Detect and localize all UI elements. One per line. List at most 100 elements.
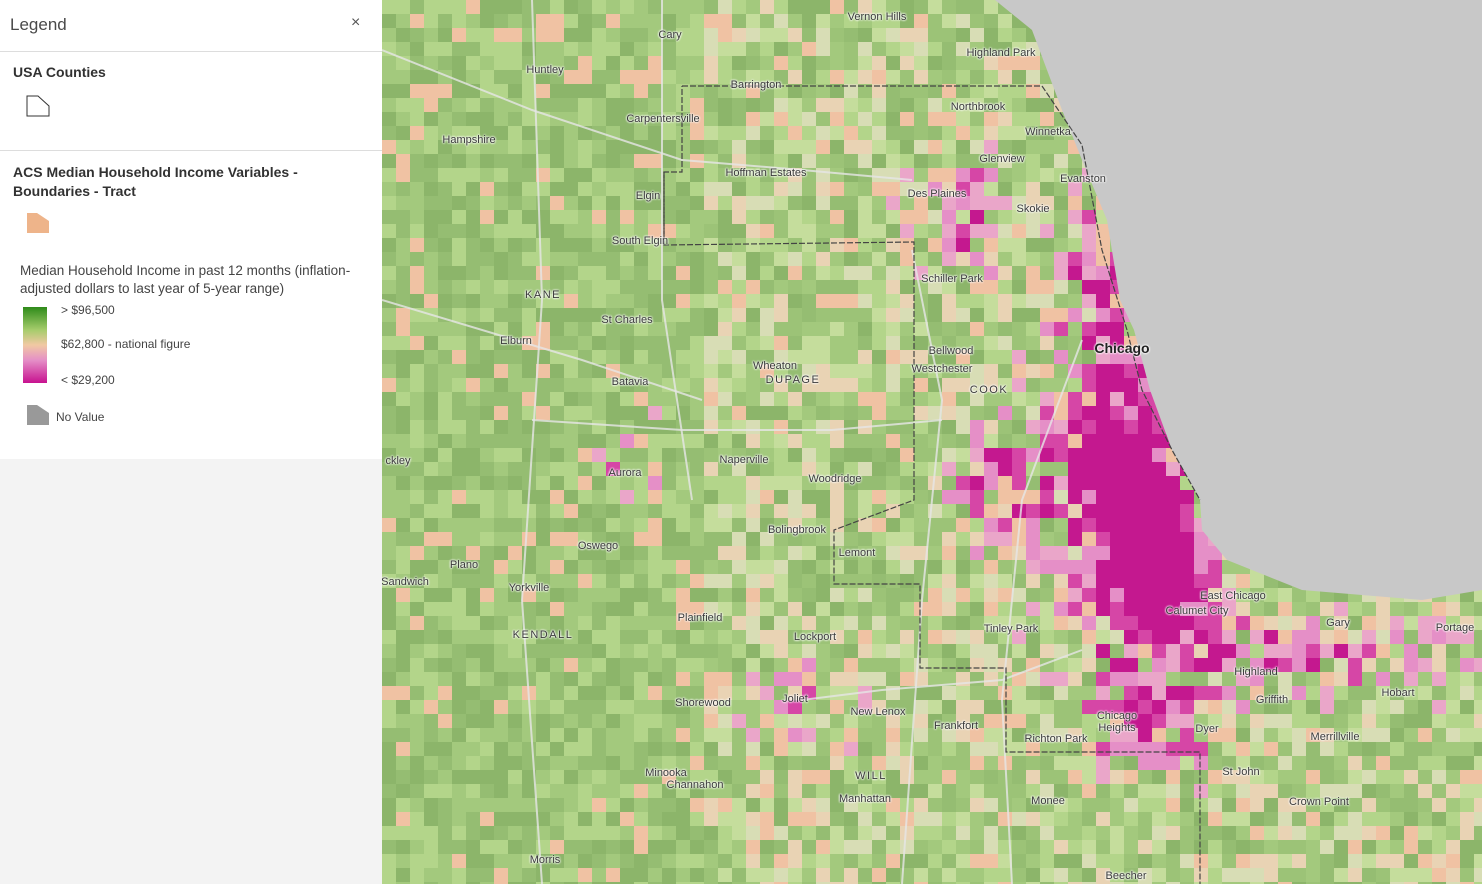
tract [396,252,410,266]
tract [872,574,886,588]
tract [858,462,872,476]
tract [746,616,760,630]
tract [1012,882,1026,884]
tract [1026,588,1040,602]
tract [494,658,508,672]
tract [452,266,466,280]
tract [1040,854,1054,868]
tract [480,378,494,392]
tract [564,840,578,854]
tract [844,714,858,728]
tract [942,574,956,588]
tract [886,56,900,70]
tract [1320,840,1334,854]
tract [1446,644,1460,658]
tract [1040,490,1054,504]
tract [410,476,424,490]
tract [774,826,788,840]
tract [858,742,872,756]
tract [830,28,844,42]
tract [1110,434,1124,448]
tract [718,840,732,854]
tract [1320,728,1334,742]
tract [732,686,746,700]
tract [816,560,830,574]
tract [886,434,900,448]
tract [872,210,886,224]
tract [816,546,830,560]
tract [956,112,970,126]
close-button[interactable]: × [351,14,361,31]
tract [648,14,662,28]
tract [718,392,732,406]
tract [494,588,508,602]
tract [690,546,704,560]
tract [746,252,760,266]
tract [1012,826,1026,840]
tract [508,868,522,882]
tract [802,770,816,784]
tract [718,308,732,322]
tract [494,378,508,392]
tract [410,812,424,826]
map[interactable]: Vernon Hills Cary Highland Park Huntley Barr… [382,0,1482,884]
tract [494,532,508,546]
tract [382,84,396,98]
tract [396,560,410,574]
tract [746,574,760,588]
tract [1026,812,1040,826]
tract [1306,658,1320,672]
tract [1138,588,1152,602]
tract [690,182,704,196]
tract [620,56,634,70]
tract [1446,770,1460,784]
tract [410,462,424,476]
tract [550,196,564,210]
tract [634,434,648,448]
tract [690,434,704,448]
tract [984,252,998,266]
tract [494,770,508,784]
tract [438,168,452,182]
tract [1194,560,1208,574]
tract [1278,588,1292,602]
tract [718,448,732,462]
tract [956,28,970,42]
tract [788,714,802,728]
tract [732,840,746,854]
tract [466,210,480,224]
tract [1012,364,1026,378]
tract [690,602,704,616]
tract [1222,616,1236,630]
tract [1082,770,1096,784]
tract [760,560,774,574]
tract [774,224,788,238]
tract [690,28,704,42]
tract [830,42,844,56]
tract [1250,630,1264,644]
tract [788,14,802,28]
tract [1040,266,1054,280]
tract [1152,644,1166,658]
tract [1292,602,1306,616]
tract [424,546,438,560]
tract [536,294,550,308]
tract [1012,756,1026,770]
tract [466,518,480,532]
tract [1348,798,1362,812]
tract [830,280,844,294]
tract [1054,196,1068,210]
tract [1110,672,1124,686]
tract [872,224,886,238]
tract [1012,840,1026,854]
tract [1124,672,1138,686]
tract [1082,630,1096,644]
tract [466,448,480,462]
tract [1096,448,1110,462]
tract [1348,616,1362,630]
tract [438,812,452,826]
tract [1180,560,1194,574]
tract [508,448,522,462]
tract [1040,336,1054,350]
tract [718,154,732,168]
